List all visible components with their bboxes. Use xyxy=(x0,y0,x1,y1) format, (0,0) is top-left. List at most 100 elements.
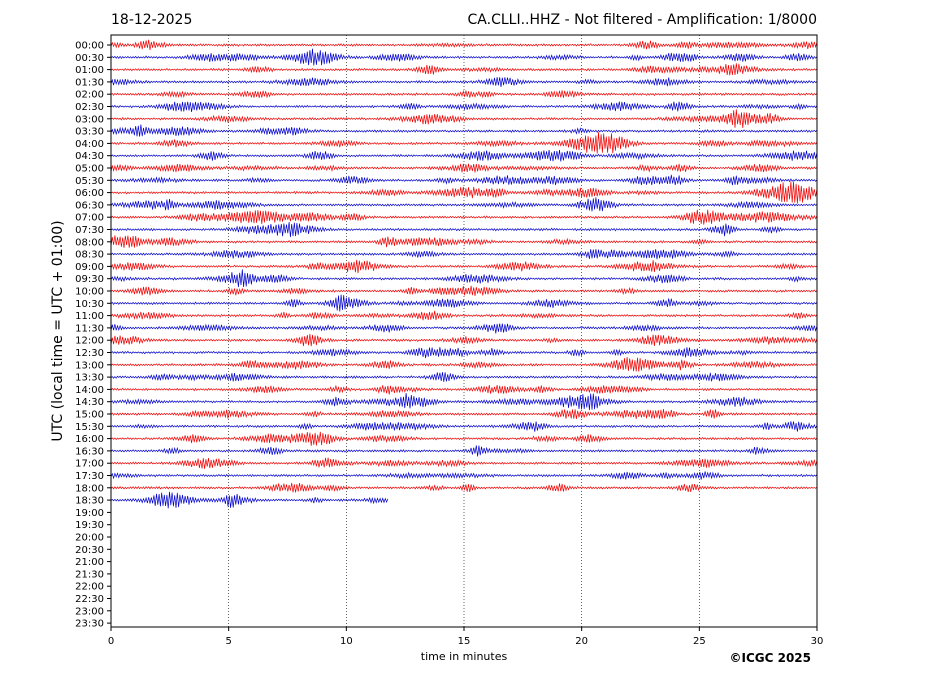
y-tick-label-15: 07:30 xyxy=(75,225,104,236)
plot-frame xyxy=(110,34,818,628)
trace-0000 xyxy=(110,39,818,50)
y-tick-label-28: 14:00 xyxy=(75,385,104,396)
y-tick-label-42: 21:00 xyxy=(75,557,104,568)
y-tick-label-21: 10:30 xyxy=(75,299,104,310)
y-tick-label-30: 15:00 xyxy=(75,410,104,421)
y-tick-label-6: 03:00 xyxy=(75,114,104,125)
x-tick-label-0: 0 xyxy=(108,636,114,647)
x-tick-label-1: 5 xyxy=(225,636,231,647)
trace-0600 xyxy=(110,181,818,204)
y-tick-label-34: 17:00 xyxy=(75,459,104,470)
chart-title: CA.CLLI..HHZ - Not filtered - Amplificat… xyxy=(467,12,817,28)
x-tick-label-3: 15 xyxy=(458,636,471,647)
y-tick-label-44: 22:00 xyxy=(75,582,104,593)
trace-0900 xyxy=(110,259,818,274)
trace-1230 xyxy=(110,347,818,359)
trace-0830 xyxy=(110,249,818,260)
y-tick-label-47: 23:30 xyxy=(75,619,104,630)
trace-1300 xyxy=(110,356,818,372)
y-tick-label-31: 15:30 xyxy=(75,422,104,433)
y-tick-label-41: 20:30 xyxy=(75,545,104,556)
y-tick-label-13: 06:30 xyxy=(75,200,104,211)
y-tick-label-24: 12:00 xyxy=(75,336,104,347)
y-tick-label-45: 22:30 xyxy=(75,594,104,605)
trace-0430 xyxy=(110,149,818,162)
y-tick-label-17: 08:30 xyxy=(75,250,104,261)
trace-1400 xyxy=(110,384,818,395)
trace-0730 xyxy=(110,221,818,238)
y-tick-label-7: 03:30 xyxy=(75,127,104,138)
y-tick-label-25: 12:30 xyxy=(75,348,104,359)
trace-1430 xyxy=(110,393,818,411)
y-tick-label-2: 01:00 xyxy=(75,65,104,76)
trace-0530 xyxy=(110,174,818,186)
trace-0400 xyxy=(110,132,818,154)
trace-1000 xyxy=(110,285,818,297)
y-tick-label-14: 07:00 xyxy=(75,213,104,224)
trace-0130 xyxy=(110,77,818,88)
y-tick-label-11: 05:30 xyxy=(75,176,104,187)
trace-0330 xyxy=(110,124,818,137)
trace-0300 xyxy=(110,109,818,129)
trace-1800 xyxy=(110,482,818,493)
trace-1700 xyxy=(110,457,818,469)
y-tick-label-20: 10:00 xyxy=(75,287,104,298)
y-tick-label-27: 13:30 xyxy=(75,373,104,384)
trace-0030 xyxy=(110,48,818,66)
y-tick-label-12: 06:00 xyxy=(75,188,104,199)
trace-0630 xyxy=(110,197,818,212)
x-axis-label: time in minutes xyxy=(420,650,508,663)
trace-0500 xyxy=(110,163,818,173)
y-tick-label-37: 18:30 xyxy=(75,496,104,507)
trace-0100 xyxy=(110,63,818,76)
trace-1830 xyxy=(110,491,389,509)
y-tick-label-40: 20:00 xyxy=(75,533,104,544)
y-tick-label-9: 04:30 xyxy=(75,151,104,162)
y-tick-label-33: 16:30 xyxy=(75,446,104,457)
y-tick-label-29: 14:30 xyxy=(75,397,104,408)
trace-0230 xyxy=(110,101,818,112)
y-tick-label-8: 04:00 xyxy=(75,139,104,150)
trace-1630 xyxy=(110,445,818,457)
y-tick-label-1: 00:30 xyxy=(75,53,104,64)
y-tick-label-19: 09:30 xyxy=(75,274,104,285)
y-tick-label-16: 08:00 xyxy=(75,237,104,248)
trace-0800 xyxy=(110,235,818,248)
trace-1100 xyxy=(110,310,818,321)
y-tick-label-32: 16:00 xyxy=(75,434,104,445)
x-tick-label-4: 20 xyxy=(575,636,588,647)
y-tick-label-22: 11:00 xyxy=(75,311,104,322)
trace-group xyxy=(110,39,818,509)
x-axis: 0 5 10 15 20 25 30 xyxy=(108,627,824,647)
y-tick-label-38: 19:00 xyxy=(75,508,104,519)
y-tick-label-18: 09:00 xyxy=(75,262,104,273)
y-tick-label-43: 21:30 xyxy=(75,569,104,580)
x-tick-label-5: 25 xyxy=(693,636,706,647)
y-tick-label-3: 01:30 xyxy=(75,77,104,88)
x-tick-label-2: 10 xyxy=(340,636,353,647)
y-axis-label: UTC (local time = UTC + 01:00) xyxy=(50,220,66,442)
trace-0930 xyxy=(110,269,818,288)
trace-1730 xyxy=(110,471,818,480)
trace-1130 xyxy=(110,323,818,334)
trace-1600 xyxy=(110,431,818,446)
trace-1530 xyxy=(110,421,818,432)
y-tick-label-10: 05:00 xyxy=(75,164,104,175)
trace-1030 xyxy=(110,294,818,312)
grid-lines xyxy=(228,35,700,627)
y-tick-label-26: 13:00 xyxy=(75,360,104,371)
trace-0200 xyxy=(110,89,818,99)
trace-1500 xyxy=(110,409,818,420)
x-tick-label-6: 30 xyxy=(811,636,824,647)
trace-0700 xyxy=(110,209,818,225)
copyright-label: ©ICGC 2025 xyxy=(729,651,811,665)
y-tick-label-0: 00:00 xyxy=(75,41,104,52)
y-tick-label-36: 18:00 xyxy=(75,483,104,494)
date-label: 18-12-2025 xyxy=(111,12,193,28)
y-tick-label-23: 11:30 xyxy=(75,323,104,334)
y-tick-label-5: 02:30 xyxy=(75,102,104,113)
y-tick-label-46: 23:00 xyxy=(75,606,104,617)
y-tick-label-4: 02:00 xyxy=(75,90,104,101)
